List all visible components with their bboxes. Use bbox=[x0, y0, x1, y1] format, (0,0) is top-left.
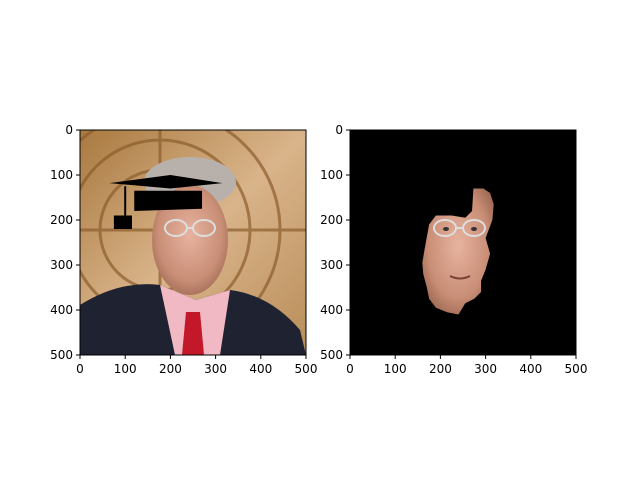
right-axes-frame bbox=[349, 129, 577, 356]
right-xtick-label: 500 bbox=[565, 362, 588, 376]
right-ytick-label: 300 bbox=[320, 258, 343, 272]
left-ytick-label: 0 bbox=[65, 123, 73, 137]
right-xtick-label: 400 bbox=[519, 362, 542, 376]
glasses bbox=[164, 219, 216, 237]
cap-crown bbox=[134, 190, 203, 211]
face bbox=[152, 185, 228, 295]
right-xtick-label: 200 bbox=[429, 362, 452, 376]
tie bbox=[182, 312, 204, 355]
left-xtick-label: 300 bbox=[204, 362, 227, 376]
masked-face-features bbox=[433, 219, 486, 280]
left-xtick-label: 200 bbox=[159, 362, 182, 376]
right-xtick-label: 300 bbox=[474, 362, 497, 376]
left-ytick-label: 500 bbox=[50, 348, 73, 362]
left-xtick-label: 0 bbox=[76, 362, 84, 376]
right-ytick-label: 400 bbox=[320, 303, 343, 317]
right-ytick-label: 0 bbox=[335, 123, 343, 137]
left-xtick-label: 500 bbox=[295, 362, 318, 376]
left-axes-frame bbox=[79, 129, 307, 356]
cap-board bbox=[109, 175, 223, 189]
left-ytick-label: 100 bbox=[50, 168, 73, 182]
right-ytick-label: 200 bbox=[320, 213, 343, 227]
right-ytick-label: 500 bbox=[320, 348, 343, 362]
left-xtick-label: 100 bbox=[114, 362, 137, 376]
right-xtick-label: 0 bbox=[346, 362, 354, 376]
left-ytick-label: 400 bbox=[50, 303, 73, 317]
cap-tassel bbox=[113, 215, 132, 229]
left-xtick-label: 400 bbox=[249, 362, 272, 376]
left-ytick-label: 200 bbox=[50, 213, 73, 227]
right-xtick-label: 100 bbox=[384, 362, 407, 376]
right-ytick-label: 100 bbox=[320, 168, 343, 182]
graduation-cap bbox=[109, 175, 223, 229]
left-ytick-label: 300 bbox=[50, 258, 73, 272]
